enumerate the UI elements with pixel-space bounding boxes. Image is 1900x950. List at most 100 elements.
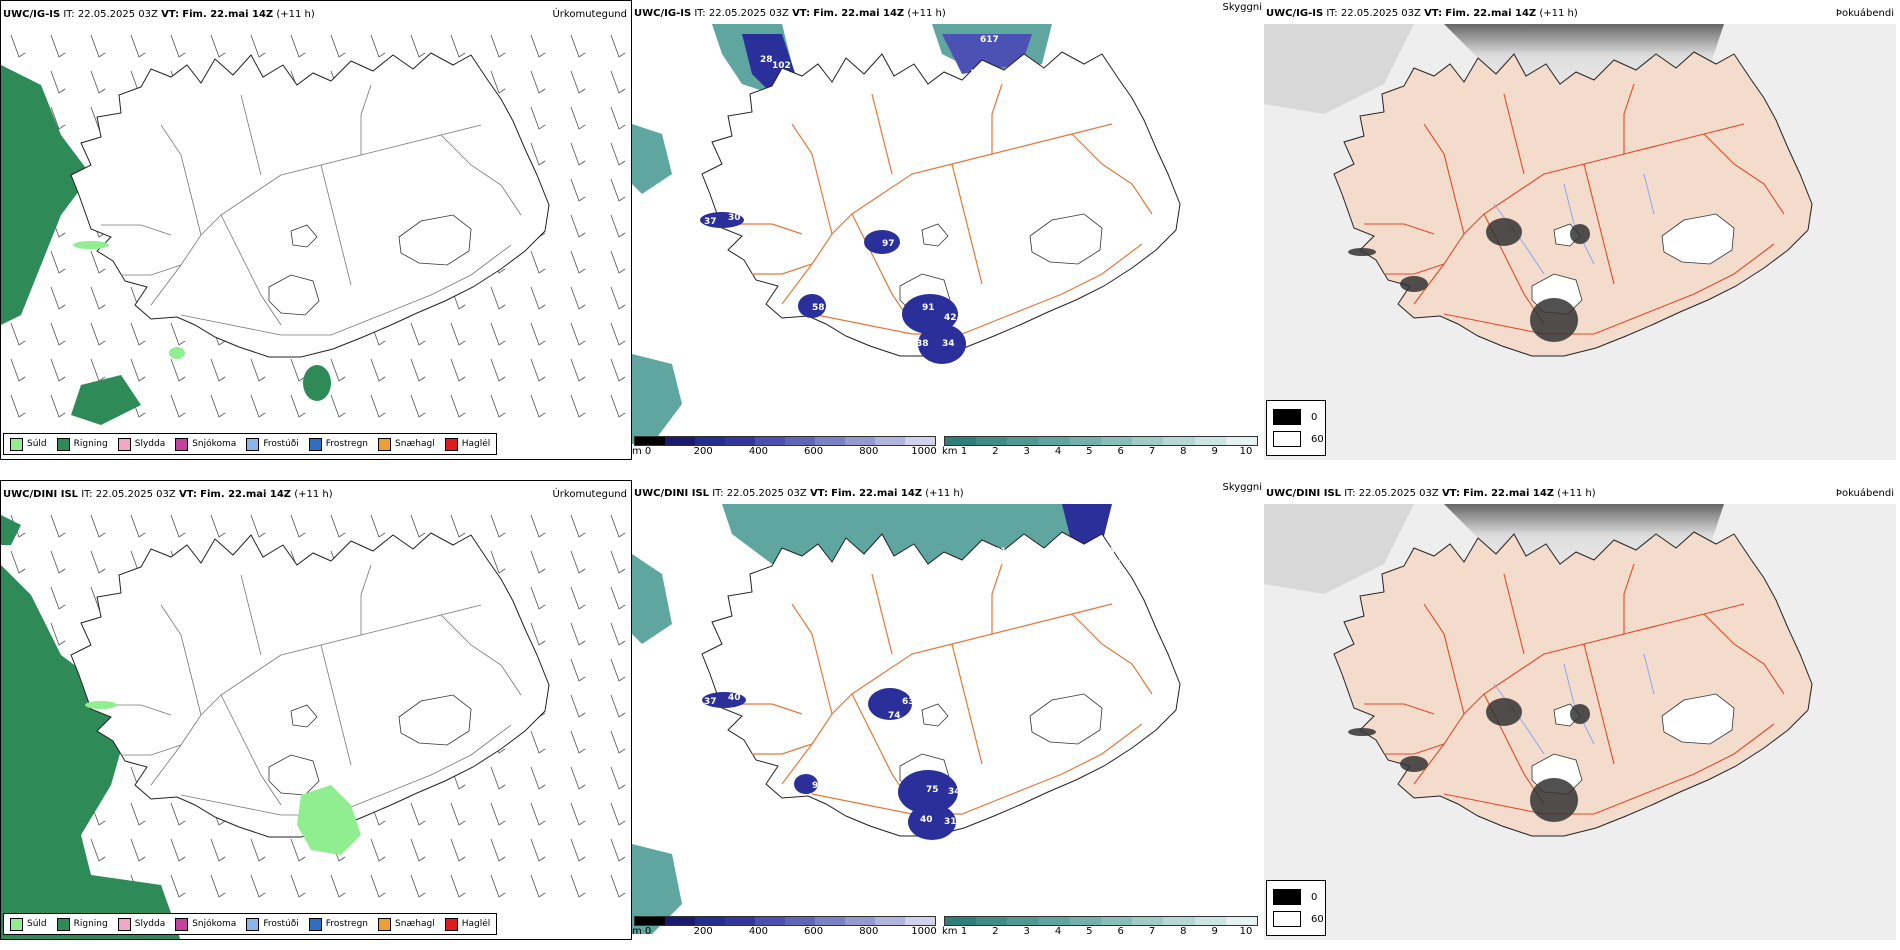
wind-barb: [170, 802, 186, 826]
legend-item: Snjókoma: [175, 437, 236, 451]
wind-barb: [570, 838, 586, 862]
low-ceiling-area: [1062, 504, 1112, 544]
legend-item: Súld: [10, 917, 47, 931]
legend-swatch: [10, 917, 23, 931]
road-line: [851, 213, 913, 325]
road-line: [1583, 643, 1615, 765]
wind-barb: [10, 550, 26, 574]
drizzle-area: [73, 241, 109, 249]
wind-barb: [90, 70, 106, 94]
river-line: [1643, 173, 1655, 215]
wind-barb: [530, 250, 546, 274]
wind-barb: [570, 514, 586, 538]
wind-barb: [410, 514, 426, 538]
wind-barb: [530, 142, 546, 166]
road-line: [320, 164, 352, 286]
road-line: [1413, 123, 1745, 305]
low-ceiling-area: [868, 688, 912, 720]
ceiling-value-label: 37: [704, 217, 717, 227]
legend-label: Frostúði: [263, 919, 299, 929]
fog-dense-area: [1486, 218, 1522, 246]
wind-barb: [450, 358, 466, 382]
road-line: [180, 724, 512, 816]
wind-barb: [450, 838, 466, 862]
wind-barb: [490, 802, 506, 826]
fog-dense-area: [1486, 698, 1522, 726]
wind-barb: [90, 34, 106, 58]
wind-barb: [570, 358, 586, 382]
colorbar-step: [1163, 437, 1195, 445]
rain-area: [71, 375, 141, 425]
legend-item: Frostregn: [308, 437, 368, 451]
road-line: [752, 743, 813, 755]
ceiling-value-label: 74: [888, 711, 901, 721]
legend-label: 60: [1311, 913, 1324, 925]
fog-map: [1264, 24, 1896, 460]
ceiling-value-label: 106: [1102, 547, 1121, 557]
wind-barb: [570, 658, 586, 682]
drizzle-area: [85, 701, 117, 709]
wind-barb: [570, 250, 586, 274]
ceiling-value-label: 518: [930, 567, 949, 577]
wind-barb: [530, 358, 546, 382]
ceiling-value-label: 378: [1010, 557, 1029, 567]
iceland-landmass: [701, 531, 1181, 837]
panel-header: UWC/DINI ISL IT: 22.05.2025 03Z VT: Fim.…: [3, 489, 333, 500]
wind-barb: [10, 34, 26, 58]
wind-barb: [610, 586, 626, 610]
ceiling-value-label: 14: [784, 75, 797, 85]
wind-barb: [610, 106, 626, 130]
wind-barb: [50, 622, 66, 646]
drizzle-area: [169, 347, 185, 359]
colorbar-tick-label: 4: [1054, 446, 1062, 457]
glacier-outline: [398, 214, 472, 266]
low-visibility-area: [632, 124, 672, 194]
legend-swatch: [1273, 431, 1301, 447]
colorbar-strip: [944, 916, 1258, 926]
ceiling-value-label: 106: [1102, 559, 1121, 569]
road-line: [991, 563, 1003, 634]
river-line: [1493, 203, 1545, 275]
legend-label: Rigning: [73, 919, 108, 929]
glacier-outline: [398, 694, 472, 746]
legend-label: 0: [1311, 411, 1318, 423]
road-line: [220, 214, 282, 326]
wind-barb: [130, 34, 146, 58]
precip-legend: Súld Rigning Slydda Snjókoma Frostúði Frostre…: [3, 913, 498, 935]
wind-barb: [490, 394, 506, 418]
wind-barb: [210, 514, 226, 538]
panel-visibility-bottom: UWC/DINI ISL IT: 22.05.2025 03Z VT: Fim.…: [632, 480, 1264, 940]
colorbar-step: [945, 917, 977, 925]
precip-map: [1, 514, 626, 939]
wind-barb: [10, 358, 26, 382]
ceiling-value-label: 17: [820, 575, 833, 585]
glacier-outline: [268, 754, 320, 796]
wind-barb: [610, 70, 626, 94]
colorbar-step: [905, 917, 935, 925]
fog-legend: 0 60: [1266, 400, 1326, 456]
legend-swatch: [246, 917, 260, 931]
wind-barb: [610, 802, 626, 826]
road-line: [101, 224, 172, 236]
low-visibility-area: [632, 554, 672, 644]
ceiling-value-label: 75: [926, 785, 939, 795]
wind-barb: [330, 394, 346, 418]
colorbar-tick-label: 200: [693, 446, 713, 457]
ceiling-value-label: 38: [916, 339, 929, 349]
ceiling-value-label: 37: [704, 697, 717, 707]
colorbar-tick-label: 600: [804, 926, 824, 937]
wind-barb: [530, 766, 546, 790]
fog-dense-area: [1530, 298, 1578, 342]
legend-swatch: [444, 437, 458, 451]
wind-barb: [210, 874, 226, 898]
wind-barb: [570, 106, 586, 130]
wind-barb: [90, 358, 106, 382]
colorbar-step: [875, 917, 905, 925]
wind-barb: [610, 286, 626, 310]
panel-header: UWC/IG-IS IT: 22.05.2025 03Z VT: Fim. 22…: [634, 8, 946, 19]
legend-item: Frostúði: [246, 917, 299, 931]
precip-legend: Súld Rigning Slydda Snjókoma Frostúði Frostre…: [3, 433, 498, 455]
wind-barb: [290, 394, 306, 418]
wind-barb: [50, 514, 66, 538]
colorbar-tick-label: 600: [804, 446, 824, 457]
